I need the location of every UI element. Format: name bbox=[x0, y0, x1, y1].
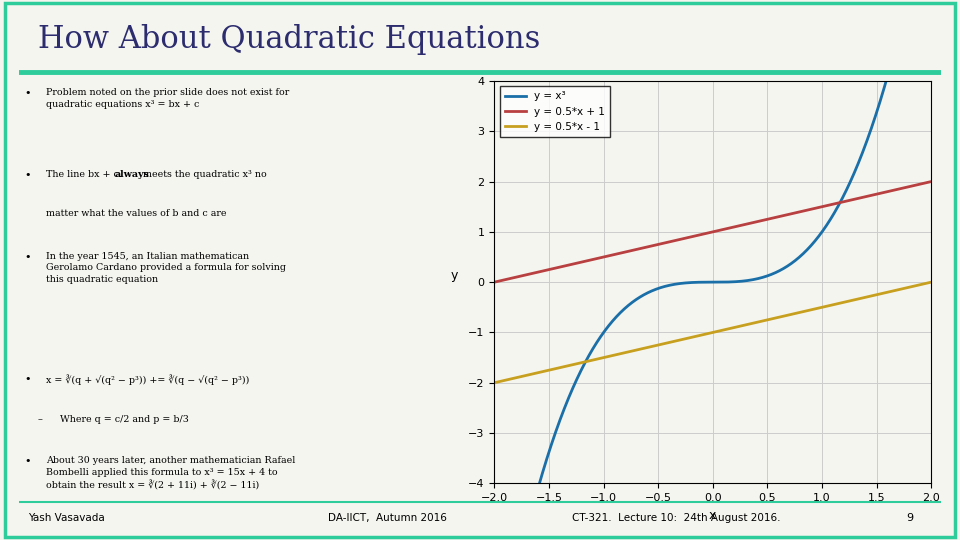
y = 0.5*x + 1 bbox=[837, 199, 849, 205]
Text: The line bx + c: The line bx + c bbox=[46, 170, 122, 179]
y = 0.5*x + 1 bbox=[788, 210, 800, 217]
y = 0.5*x - 1 bbox=[925, 279, 937, 285]
y = 0.5*x - 1 bbox=[489, 380, 500, 386]
y = x³ bbox=[837, 194, 849, 200]
Text: –: – bbox=[37, 415, 42, 424]
Text: Where q = c/2 and p = b/3: Where q = c/2 and p = b/3 bbox=[60, 415, 188, 424]
y = x³ bbox=[533, 482, 544, 488]
Text: In the year 1545, an Italian mathematican
Gerolamo Cardano provided a formula fo: In the year 1545, an Italian mathematica… bbox=[46, 252, 286, 284]
y = x³ bbox=[681, 280, 692, 286]
y = 0.5*x - 1 bbox=[681, 335, 692, 342]
Text: •: • bbox=[24, 456, 31, 466]
y = 0.5*x - 1 bbox=[788, 310, 800, 317]
Line: y = 0.5*x - 1: y = 0.5*x - 1 bbox=[494, 282, 931, 383]
Text: •: • bbox=[24, 252, 31, 261]
Text: always: always bbox=[114, 170, 149, 179]
Y-axis label: y: y bbox=[450, 269, 458, 282]
y = x³ bbox=[829, 208, 841, 215]
Text: meets the quadratic x³ no: meets the quadratic x³ no bbox=[139, 170, 266, 179]
y = 0.5*x - 1 bbox=[533, 369, 544, 376]
Text: Yash Vasavada: Yash Vasavada bbox=[29, 513, 106, 523]
Text: x = ∛(q + √(q² − p³)) += ∛(q − √(q² − p³)): x = ∛(q + √(q² − p³)) += ∛(q − √(q² − p³… bbox=[46, 374, 250, 385]
y = 0.5*x - 1 bbox=[837, 299, 849, 306]
Text: •: • bbox=[24, 170, 31, 180]
y = 0.5*x + 1 bbox=[681, 234, 692, 241]
Line: y = x³: y = x³ bbox=[494, 0, 931, 540]
Line: y = 0.5*x + 1: y = 0.5*x + 1 bbox=[494, 181, 931, 282]
Text: matter what the values of b and c are: matter what the values of b and c are bbox=[46, 209, 227, 218]
y = x³ bbox=[665, 282, 677, 288]
y = 0.5*x - 1 bbox=[829, 301, 841, 308]
Text: Problem noted on the prior slide does not exist for
quadratic equations x³ = bx : Problem noted on the prior slide does no… bbox=[46, 88, 290, 109]
Text: DA-IICT,  Autumn 2016: DA-IICT, Autumn 2016 bbox=[328, 513, 447, 523]
Text: How About Quadratic Equations: How About Quadratic Equations bbox=[37, 24, 540, 55]
y = 0.5*x + 1 bbox=[533, 268, 544, 275]
Legend: y = x³, y = 0.5*x + 1, y = 0.5*x - 1: y = x³, y = 0.5*x + 1, y = 0.5*x - 1 bbox=[499, 86, 610, 137]
y = 0.5*x + 1 bbox=[489, 279, 500, 285]
y = x³ bbox=[788, 258, 800, 265]
y = 0.5*x - 1 bbox=[665, 339, 677, 345]
y = 0.5*x + 1 bbox=[665, 238, 677, 245]
Text: •: • bbox=[24, 88, 31, 98]
Text: CT-321.  Lecture 10:  24th August 2016.: CT-321. Lecture 10: 24th August 2016. bbox=[572, 513, 780, 523]
y = 0.5*x + 1 bbox=[925, 178, 937, 185]
Text: 9: 9 bbox=[906, 513, 913, 523]
y = 0.5*x + 1 bbox=[829, 200, 841, 207]
X-axis label: x: x bbox=[709, 509, 716, 522]
Text: About 30 years later, another mathematician Rafael
Bombelli applied this formula: About 30 years later, another mathematic… bbox=[46, 456, 296, 490]
Text: •: • bbox=[24, 374, 31, 384]
